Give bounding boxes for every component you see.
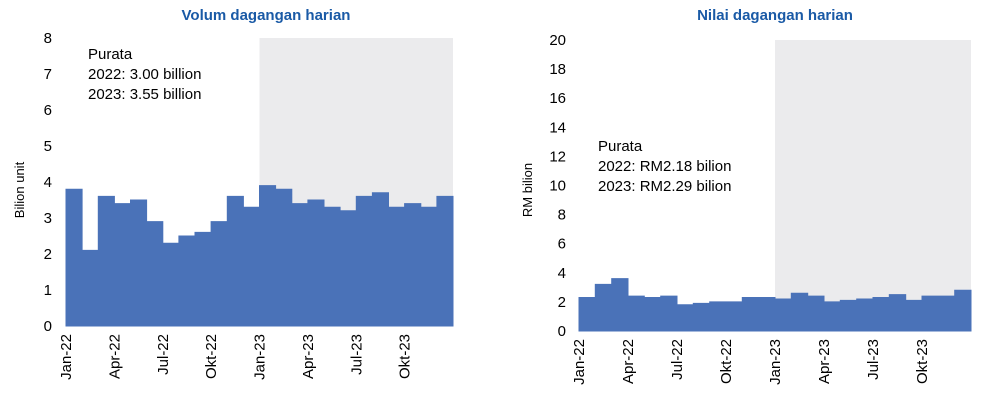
y-tick-label: 1 xyxy=(44,282,52,299)
shaded-period-2023 xyxy=(775,40,971,331)
annotation-line: 2023: RM2.29 bilion xyxy=(598,178,731,195)
y-tick-label: 14 xyxy=(549,119,566,136)
y-tick-label: 2 xyxy=(44,246,52,263)
annotation-line: Purata xyxy=(598,138,643,155)
annotation-line: 2023: 3.55 billion xyxy=(88,86,201,103)
y-tick-label: 0 xyxy=(44,318,52,335)
y-tick-label: 12 xyxy=(549,148,566,165)
average-annotation: Purata 2022: RM2.18 bilion 2023: RM2.29 … xyxy=(598,138,731,195)
y-tick-label: 20 xyxy=(549,32,566,49)
x-tick-label: Apr-23 xyxy=(816,339,833,384)
y-tick-label: 18 xyxy=(549,61,566,78)
x-tick-label: Jul-22 xyxy=(155,334,172,375)
y-tick-label: 6 xyxy=(44,102,52,119)
y-tick-label: 6 xyxy=(558,236,566,253)
chart-title: Volum dagangan harian xyxy=(182,7,351,24)
x-tick-label: Jul-22 xyxy=(669,339,686,380)
y-tick-label: 8 xyxy=(44,30,52,47)
annotation-line: 2022: 3.00 billion xyxy=(88,66,201,83)
y-tick-label: 5 xyxy=(44,138,52,155)
x-tick-label: Jul-23 xyxy=(348,334,365,375)
series-area xyxy=(65,185,454,327)
series-area xyxy=(578,278,972,332)
x-tick-label: Okt-23 xyxy=(914,339,931,384)
average-annotation: Purata 2022: 3.00 billion 2023: 3.55 bil… xyxy=(88,46,201,103)
y-tick-label: 0 xyxy=(558,323,566,340)
x-tick-label: Okt-22 xyxy=(718,339,735,384)
y-tick-label: 8 xyxy=(558,207,566,224)
chart-value: Nilai dagangan harian RM bilion Purata 2… xyxy=(520,7,972,385)
x-tick-label: Jan-22 xyxy=(571,339,588,385)
x-tick-label: Jan-22 xyxy=(58,334,75,380)
x-tick-label: Apr-22 xyxy=(106,334,123,379)
x-tick-label: Jul-23 xyxy=(865,339,882,380)
x-tick-label: Okt-23 xyxy=(397,334,414,379)
x-tick-label: Jan-23 xyxy=(767,339,784,385)
annotation-line: 2022: RM2.18 bilion xyxy=(598,158,731,175)
y-tick-label: 7 xyxy=(44,66,52,83)
x-tick-label: Apr-23 xyxy=(300,334,317,379)
y-tick-label: 10 xyxy=(549,178,566,195)
x-tick-label: Jan-23 xyxy=(252,334,269,380)
y-axis-label: RM bilion xyxy=(520,163,535,217)
y-tick-label: 16 xyxy=(549,90,566,107)
y-tick-label: 2 xyxy=(558,294,566,311)
y-tick-label: 4 xyxy=(558,265,566,282)
x-tick-label: Apr-22 xyxy=(620,339,637,384)
chart-volume: Volum dagangan harian Bilion unit Purata… xyxy=(12,7,454,380)
x-tick-label: Okt-22 xyxy=(203,334,220,379)
y-tick-label: 4 xyxy=(44,174,52,191)
y-tick-label: 3 xyxy=(44,210,52,227)
y-axis-label: Bilion unit xyxy=(12,161,27,218)
chart-title: Nilai dagangan harian xyxy=(697,7,853,24)
annotation-line: Purata xyxy=(88,46,133,63)
